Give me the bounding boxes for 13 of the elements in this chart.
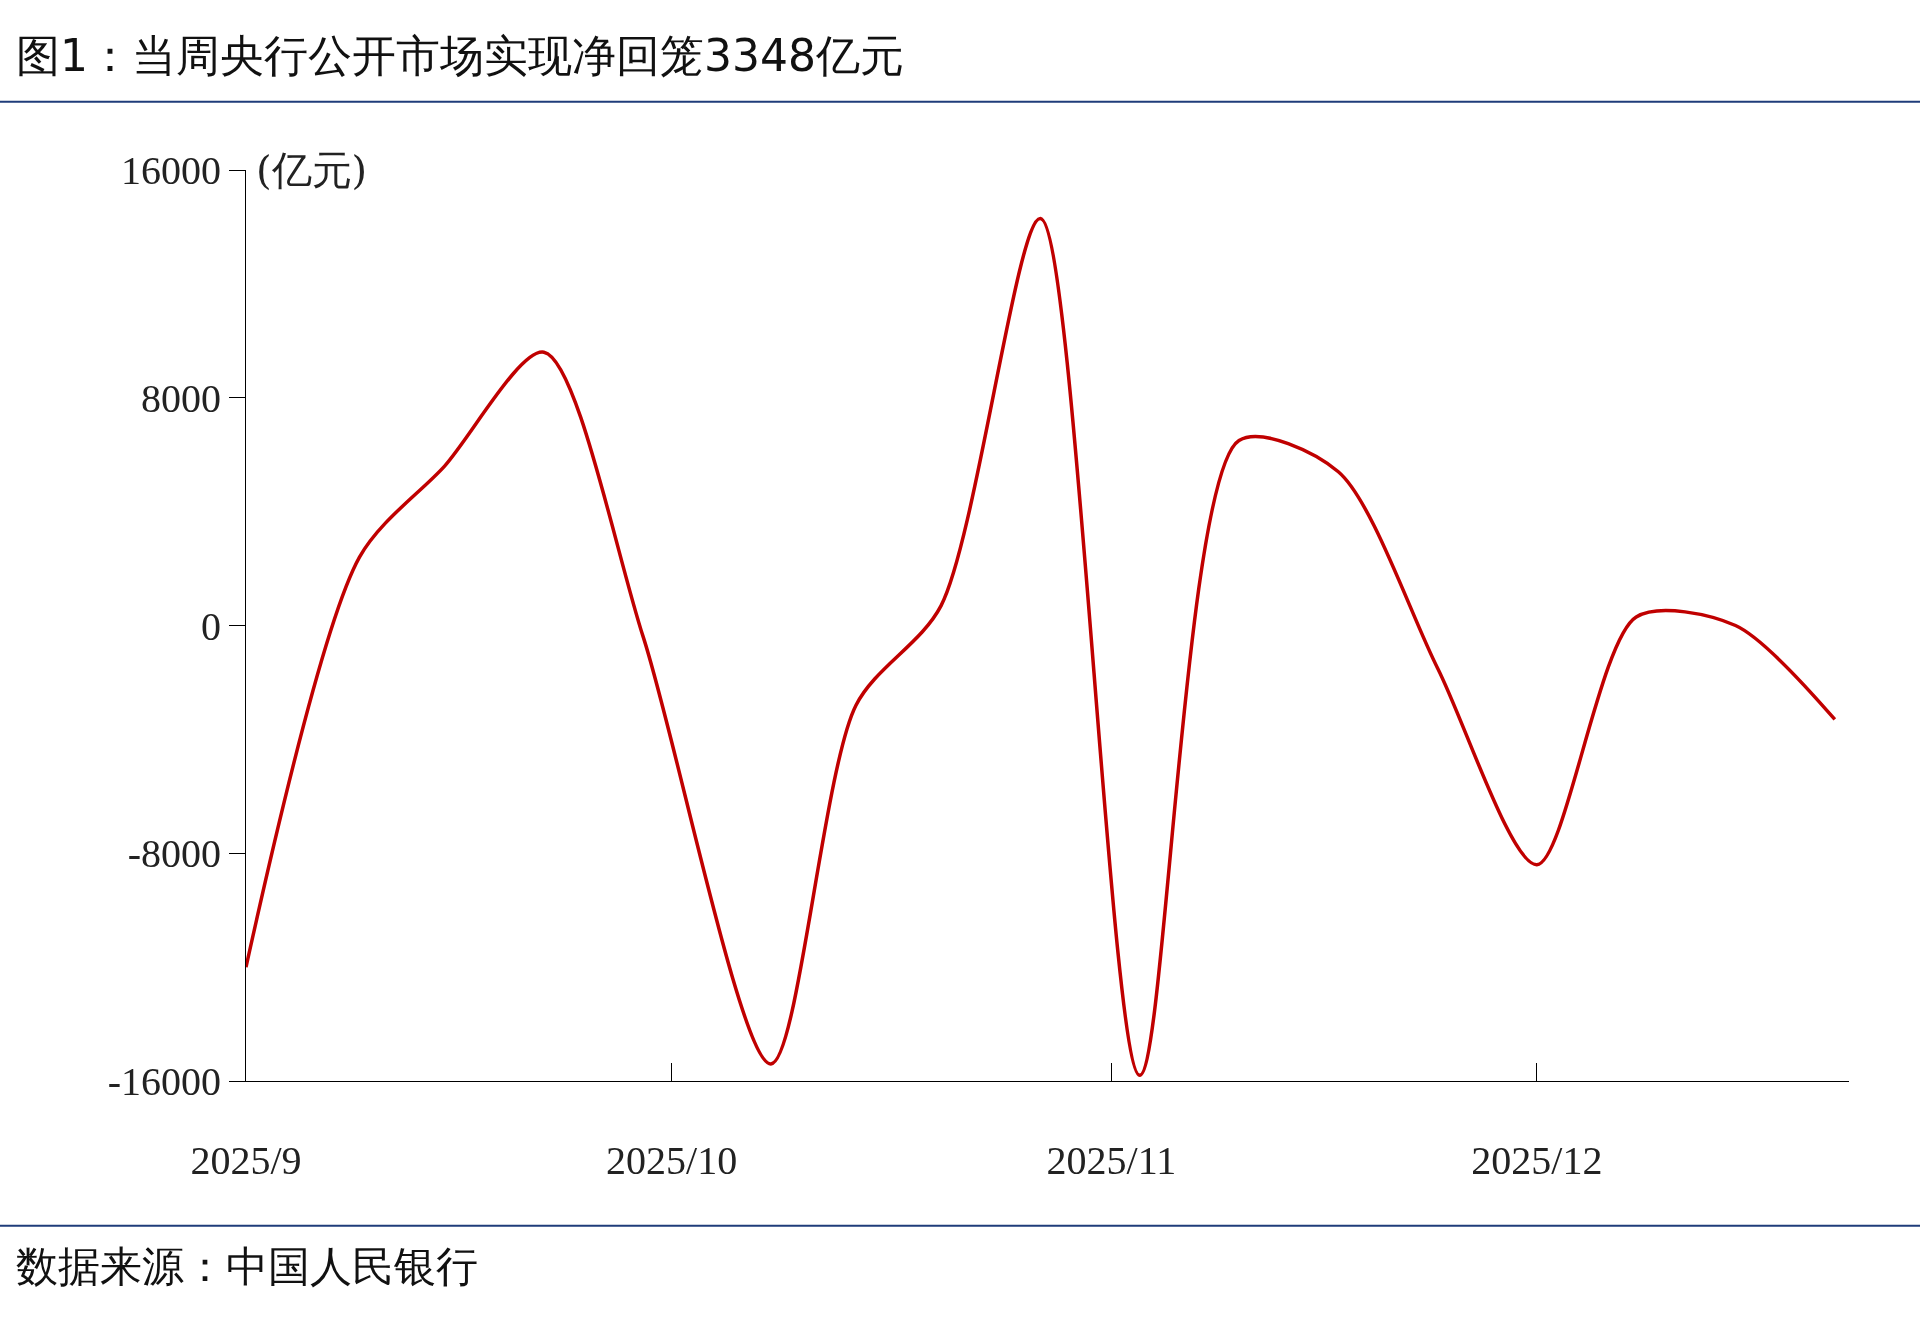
x-tick-label: 2025/10 [606, 1138, 738, 1183]
y-tick-label: -8000 [127, 831, 221, 877]
y-tick-label: 8000 [141, 375, 221, 421]
x-tick-label: 2025/12 [1471, 1138, 1603, 1183]
chart-title: 图1：当周央行公开市场实现净回笼3348亿元 [16, 30, 904, 81]
y-tick-label: 0 [201, 603, 221, 649]
line-series [246, 216, 1837, 1078]
source-note: 数据来源：中国人民银行 [16, 1242, 478, 1291]
x-tick-label: 2025/9 [190, 1138, 302, 1183]
y-tick-label: -16000 [107, 1059, 221, 1104]
y-tick-label: 16000 [121, 148, 221, 193]
x-tick-label: 2025/11 [1046, 1138, 1177, 1183]
y-axis-title: (亿元) [256, 147, 368, 193]
